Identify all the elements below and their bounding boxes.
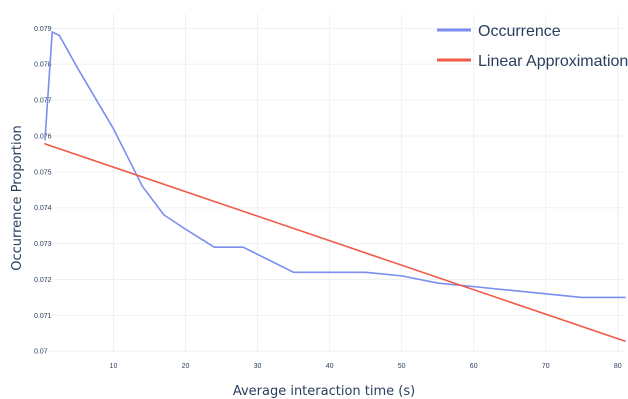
x-tick-label: 60: [470, 363, 478, 370]
y-tick-label: 0.076: [34, 133, 52, 140]
series-lines: [44, 31, 626, 342]
y-tick-labels: 0.07 0.071 0.072 0.073 0.074 0.075 0.076 0.077 0…: [34, 26, 52, 356]
y-tick-label: 0.078: [34, 62, 52, 69]
x-tick-label: 40: [326, 363, 334, 370]
y-tick-label: 0.074: [34, 205, 52, 212]
series-line-linear-approximation: [44, 143, 626, 342]
y-tick-label: 0.075: [34, 169, 52, 176]
x-tick-label: 10: [110, 363, 118, 370]
legend[interactable]: Occurrence Linear Approximation: [437, 23, 628, 70]
y-tick-label: 0.079: [34, 26, 52, 33]
y-tick-label: 0.077: [34, 98, 52, 105]
series-line-occurrence: [44, 31, 626, 299]
y-tick-label: 0.071: [34, 313, 52, 320]
y-tick-label: 0.07: [34, 349, 48, 356]
legend-label-linear-approximation: Linear Approximation: [478, 53, 628, 70]
y-tick-label: 0.073: [34, 241, 52, 248]
x-axis-title: Average interaction time (s): [233, 384, 415, 399]
x-tick-label: 50: [398, 363, 406, 370]
y-tick-label: 0.072: [34, 277, 52, 284]
x-tick-label: 70: [542, 363, 550, 370]
legend-label-occurrence: Occurrence: [478, 23, 561, 40]
x-tick-label: 30: [254, 363, 262, 370]
legend-item-linear-approximation[interactable]: Linear Approximation: [437, 53, 628, 70]
y-axis-title: Occurrence Proportion: [10, 125, 25, 271]
x-tick-label: 20: [182, 363, 190, 370]
x-tick-label: 80: [614, 363, 622, 370]
x-tick-labels: 10 20 30 40 50 60 70 80: [110, 363, 622, 370]
grid-lines: [45, 14, 625, 353]
legend-item-occurrence[interactable]: Occurrence: [437, 23, 561, 40]
